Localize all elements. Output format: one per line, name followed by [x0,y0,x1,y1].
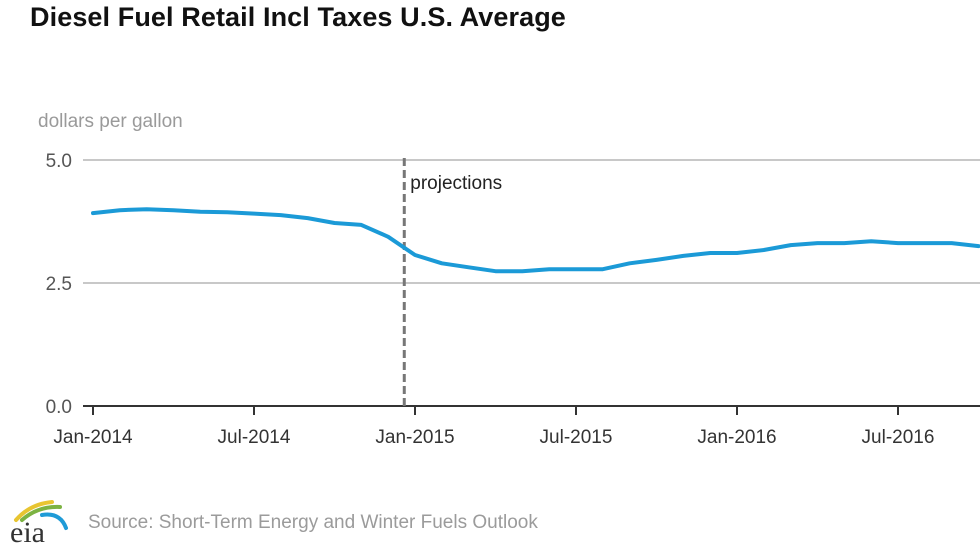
series-line [91,207,980,274]
source-note: Source: Short-Term Energy and Winter Fue… [88,512,538,533]
logo-swoosh-blue [40,512,68,530]
y-tick-label: 2.5 [46,274,72,295]
projections-label: projections [410,173,502,194]
logo-swoosh-yellow [14,500,54,522]
x-tick-label: Jul-2015 [540,427,613,448]
logo-swoosh-green [20,504,62,522]
y-tick-label: 0.0 [46,397,72,418]
x-tick-label: Jul-2014 [218,427,291,448]
y-tick-label: 5.0 [46,151,72,172]
eia-logo: eia [10,500,68,548]
logo-text: eia [10,516,45,548]
y-axis-label: dollars per gallon [38,111,183,132]
y-tick-labels: 0.0 2.5 5.0 [46,151,72,418]
x-tick-label: Jan-2015 [375,427,454,448]
chart-title: Diesel Fuel Retail Incl Taxes U.S. Avera… [30,2,566,32]
gridlines [83,159,980,284]
x-tick-label: Jan-2016 [697,427,776,448]
x-tick-label: Jan-2014 [53,427,133,448]
x-axis: Jan-2014 Jul-2014 Jan-2015 Jul-2015 Jan-2016… [53,405,980,448]
projections-annotation: projections [402,158,502,406]
footer: eia Source: Short-Term Energy and Winter… [8,498,708,548]
line-chart: 0.0 2.5 5.0 Jan-2014 Jul-2014 Jan-2015 Jul-20… [46,151,980,448]
x-tick-label: Jul-2016 [862,427,935,448]
series-diesel [91,207,980,274]
